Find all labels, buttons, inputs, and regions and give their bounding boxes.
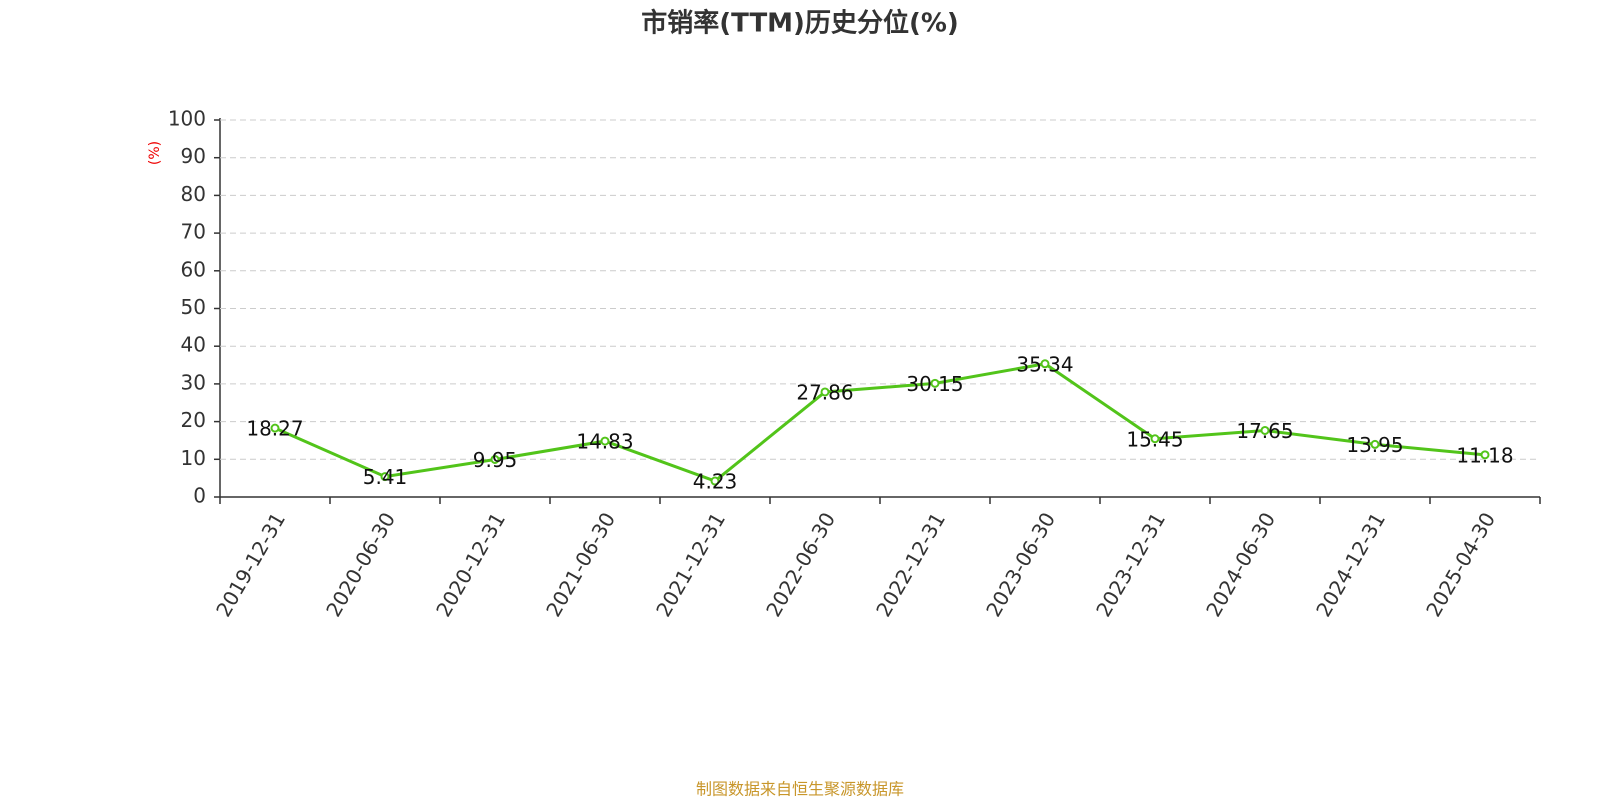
point	[490, 454, 500, 464]
point	[1370, 439, 1380, 449]
x-tick-label: 2022-12-31	[871, 508, 950, 621]
source-note: 制图数据来自恒生聚源数据库	[696, 780, 904, 799]
data-label: 14.83	[576, 430, 633, 454]
data-label: 27.86	[796, 380, 853, 404]
x-tick-label: 2022-06-30	[761, 508, 840, 621]
y-tick-label: 30	[181, 370, 206, 394]
chart-title: 市销率(TTM)历史分位(%)	[641, 8, 959, 39]
y-tick-label: 80	[181, 182, 206, 206]
y-tick-label: 90	[181, 144, 206, 168]
y-tick-label: 60	[181, 257, 206, 281]
data-label: 13.95	[1346, 433, 1403, 457]
point	[710, 476, 720, 486]
point	[820, 387, 830, 397]
x-tick-label: 2024-12-31	[1311, 508, 1390, 621]
x-tick-label: 2024-06-30	[1201, 508, 1280, 621]
y-tick-label: 0	[193, 484, 206, 508]
point	[930, 378, 940, 388]
x-tick-label: 2021-06-30	[541, 508, 620, 621]
x-tick-label: 2023-12-31	[1091, 508, 1170, 621]
x-tick-label: 2019-12-31	[211, 508, 290, 621]
x-tick-label: 2020-06-30	[321, 508, 400, 621]
x-tick-label: 2023-06-30	[981, 508, 1060, 621]
data-label: 4.23	[693, 470, 738, 494]
point	[380, 472, 390, 482]
line	[274, 362, 1486, 483]
point	[1480, 450, 1490, 460]
data-label: 15.45	[1126, 427, 1183, 451]
y-tick-label: 40	[181, 333, 206, 357]
y-tick-label: 20	[181, 408, 206, 432]
x-tick-label: 2020-12-31	[431, 508, 510, 621]
x-tick-label: 2021-12-31	[651, 508, 730, 621]
point	[600, 436, 610, 446]
point	[1040, 359, 1050, 369]
data-label: 30.15	[906, 372, 963, 396]
data-label: 5.41	[363, 465, 408, 489]
data-label: 35.34	[1016, 352, 1073, 376]
data-label: 18.27	[246, 417, 303, 441]
point	[270, 423, 280, 433]
point	[1260, 425, 1270, 435]
y-tick-label: 70	[181, 220, 206, 244]
x-tick-label: 2025-04-30	[1421, 508, 1500, 621]
y-tick-label: 10	[181, 446, 206, 470]
data-label: 17.65	[1236, 419, 1293, 443]
y-tick-label: 100	[168, 107, 206, 131]
y-axis-label: (%)	[147, 141, 163, 165]
data-label: 11.18	[1456, 443, 1513, 467]
point	[1150, 434, 1160, 444]
data-label: 9.95	[473, 448, 518, 472]
y-tick-label: 50	[181, 295, 206, 319]
